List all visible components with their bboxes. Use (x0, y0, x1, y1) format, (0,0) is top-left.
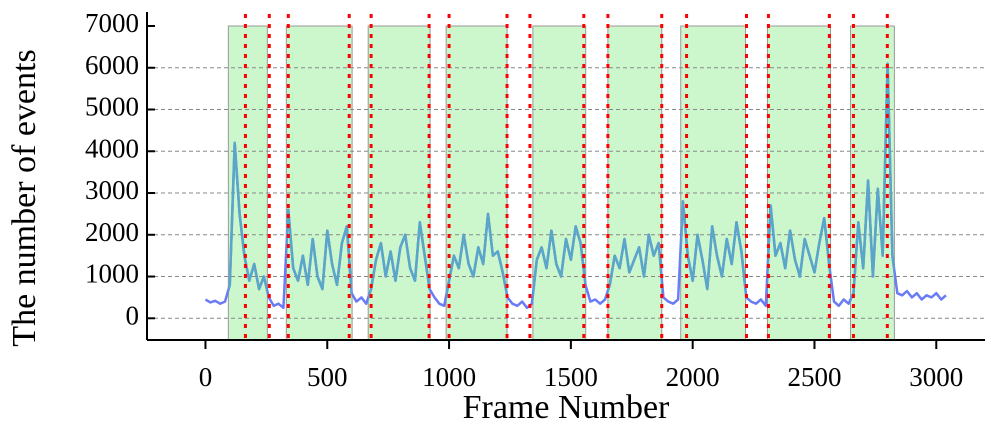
highlight-region (285, 25, 353, 341)
y-tick-label: 3000 (85, 175, 139, 205)
x-tick-label: 0 (199, 362, 213, 392)
y-tick-label: 4000 (85, 133, 139, 163)
x-axis-title: Frame Number (463, 389, 670, 426)
x-tick-label: 1000 (422, 362, 476, 392)
y-tick-label: 2000 (85, 217, 139, 247)
y-tick-label: 5000 (85, 92, 139, 122)
highlight-region (367, 25, 431, 341)
highlight-region (607, 25, 663, 341)
highlight-region (680, 25, 747, 341)
x-tick-label: 1500 (544, 362, 598, 392)
y-tick-label: 1000 (85, 259, 139, 289)
x-tick-label: 500 (307, 362, 348, 392)
y-tick-label: 0 (126, 300, 140, 330)
y-tick-label: 6000 (85, 50, 139, 80)
highlight-region (445, 25, 508, 341)
x-tick-label: 3000 (909, 362, 963, 392)
highlight-region (532, 25, 587, 341)
highlight-region (766, 25, 832, 341)
y-tick-label: 7000 (85, 8, 139, 38)
x-tick-label: 2500 (787, 362, 841, 392)
x-tick-label: 2000 (666, 362, 720, 392)
data-line-highlight (228, 62, 895, 310)
y-axis-title: The number of events (6, 49, 43, 346)
